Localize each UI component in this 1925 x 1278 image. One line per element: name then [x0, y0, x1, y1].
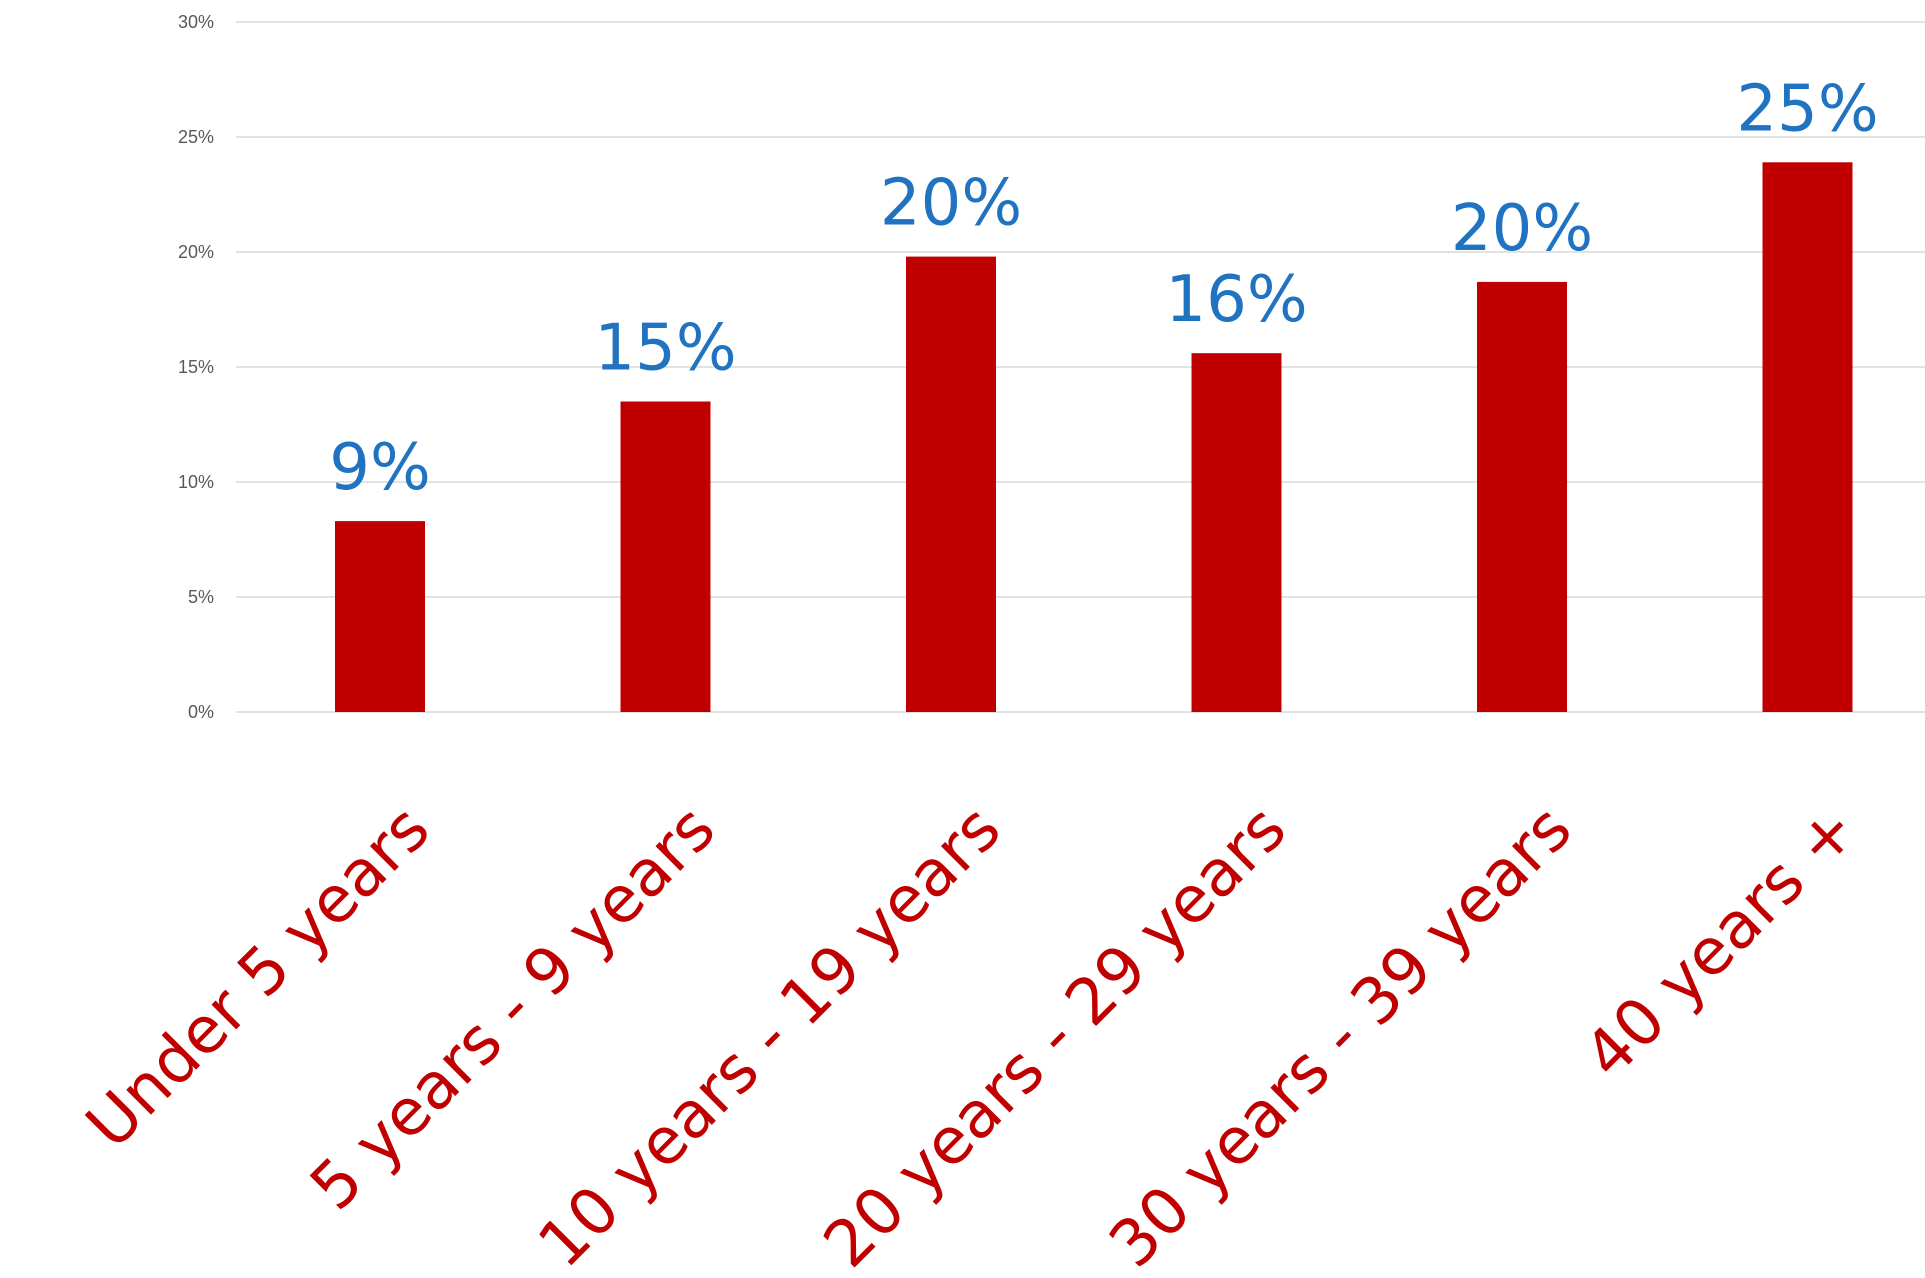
data-label: 9% [329, 431, 431, 505]
category-label: 10 years - 19 years [525, 792, 1015, 1278]
y-tick-label: 10% [178, 472, 214, 492]
gridlines [236, 21, 1925, 713]
y-axis-tick-labels: 0% 5% 10% 15% 20% 25% 30% [178, 12, 214, 722]
y-tick-label: 25% [178, 127, 214, 147]
bar [1762, 162, 1853, 713]
data-label: 15% [594, 312, 736, 386]
category-label: 30 years - 39 years [1096, 792, 1586, 1278]
category-label: 40 years + [1570, 792, 1871, 1093]
bar [620, 401, 711, 712]
data-label: 16% [1165, 263, 1307, 337]
bar [335, 521, 425, 712]
y-tick-label: 15% [178, 357, 214, 377]
bar [1477, 281, 1567, 712]
y-tick-label: 5% [188, 587, 214, 607]
data-label: 25% [1736, 72, 1878, 146]
y-tick-label: 20% [178, 242, 214, 262]
data-labels: 9% 15% 20% 16% 20% 25% [329, 72, 1878, 505]
bar [906, 256, 996, 712]
y-tick-label: 30% [178, 12, 214, 32]
data-label: 20% [1451, 192, 1593, 266]
bar [1191, 353, 1282, 712]
bars [335, 162, 1853, 713]
data-label: 20% [880, 167, 1022, 241]
category-label: 20 years - 29 years [810, 792, 1300, 1278]
y-tick-label: 0% [188, 702, 214, 722]
